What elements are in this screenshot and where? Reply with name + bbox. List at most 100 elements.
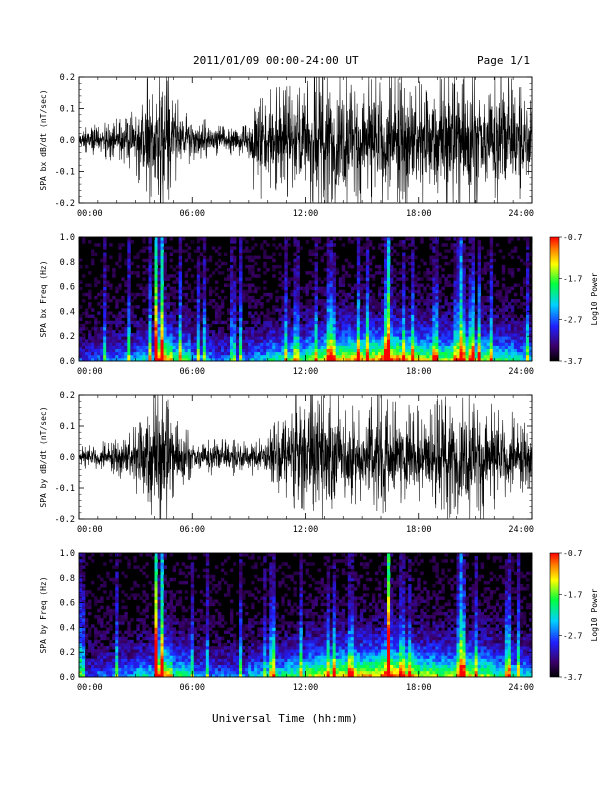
spectrogram-cell bbox=[399, 333, 403, 337]
spectrogram-cell bbox=[115, 611, 119, 616]
spectrogram-cell bbox=[190, 330, 195, 334]
spectrogram-cell bbox=[483, 345, 488, 349]
spectrogram-cell bbox=[217, 317, 222, 322]
spectrogram-cell bbox=[384, 345, 388, 349]
spectrogram-cell bbox=[471, 255, 476, 260]
spectrogram-cell bbox=[365, 330, 370, 334]
spectrogram-cell bbox=[426, 342, 430, 346]
spectrogram-cell bbox=[293, 277, 297, 281]
spectrogram-cell bbox=[393, 295, 397, 300]
spectrogram-cell bbox=[230, 299, 234, 303]
spectrogram-cell bbox=[495, 311, 500, 315]
spectrogram-cell bbox=[118, 320, 122, 325]
spectrogram-cell bbox=[130, 652, 134, 656]
spectrogram-cell bbox=[519, 333, 524, 337]
spectrogram-cell bbox=[136, 333, 140, 337]
spectrogram-cell bbox=[501, 308, 506, 312]
spectrogram-cell bbox=[438, 305, 442, 309]
spectrogram-cell bbox=[172, 302, 177, 306]
spectrogram-cell bbox=[230, 311, 234, 315]
spectrogram-cell bbox=[115, 636, 119, 641]
spectrogram-cell bbox=[387, 323, 391, 328]
spectrogram-cell bbox=[118, 286, 122, 291]
spectrogram-cell bbox=[130, 587, 134, 591]
spectrogram-cell bbox=[211, 246, 216, 250]
spectrogram-cell bbox=[365, 314, 370, 318]
spectrogram-cell bbox=[196, 305, 201, 309]
spectrogram-cell bbox=[492, 330, 497, 334]
spectrogram-cell bbox=[522, 326, 527, 331]
spectrogram-cell bbox=[109, 299, 113, 303]
spectrogram-cell bbox=[233, 305, 237, 309]
spectrogram-cell bbox=[127, 286, 131, 291]
spectrogram-cell bbox=[480, 277, 485, 281]
spectrogram-cell bbox=[456, 240, 460, 244]
spectrogram-cell bbox=[239, 317, 243, 322]
spectrogram-cell bbox=[332, 323, 337, 328]
spectrogram-cell bbox=[136, 652, 140, 656]
spectrogram-cell bbox=[474, 333, 479, 337]
spectrogram-cell bbox=[501, 354, 506, 359]
spectrogram-cell bbox=[320, 308, 325, 312]
spectrogram-cell bbox=[480, 326, 485, 331]
spectrogram-cell bbox=[414, 342, 418, 346]
spectrogram-cell bbox=[245, 351, 249, 356]
spectrogram-cell bbox=[293, 317, 297, 322]
spectrogram-cell bbox=[426, 320, 430, 325]
spectrogram-cell bbox=[489, 354, 494, 359]
spectrogram-cell bbox=[172, 320, 177, 325]
spectrogram-cell bbox=[408, 357, 412, 362]
spectrogram-cell bbox=[293, 264, 297, 269]
spectrogram-cell bbox=[223, 336, 228, 340]
spectrogram-cell bbox=[190, 336, 195, 340]
spectrogram-cell bbox=[381, 292, 385, 297]
spectrogram-cell bbox=[82, 333, 86, 337]
spectrogram-cell bbox=[477, 348, 482, 353]
spectrogram-cell bbox=[121, 661, 125, 665]
spectrogram-cell bbox=[459, 240, 463, 244]
spectrogram-cell bbox=[344, 339, 349, 343]
spectrogram-cell bbox=[100, 621, 104, 625]
spectrogram-cell bbox=[320, 302, 325, 306]
spectrogram-cell bbox=[88, 351, 92, 356]
spectrogram-cell bbox=[109, 608, 113, 613]
spectrogram-cell bbox=[127, 354, 131, 359]
spectrogram-cell bbox=[477, 323, 482, 328]
spectrogram-cell bbox=[465, 252, 469, 256]
spectrogram-cell bbox=[251, 330, 255, 334]
spectrogram-cell bbox=[390, 289, 394, 294]
spectrogram-cell bbox=[121, 330, 125, 334]
spectrogram-cell bbox=[145, 286, 149, 291]
spectrogram-cell bbox=[127, 336, 131, 340]
spectrogram-cell bbox=[462, 246, 466, 250]
spectrogram-cell bbox=[169, 348, 174, 353]
spectrogram-cell bbox=[329, 249, 334, 253]
spectrogram-cell bbox=[266, 255, 270, 260]
spectrogram-cell bbox=[344, 348, 349, 353]
spectrogram-cell bbox=[118, 311, 122, 315]
spectrogram-cell bbox=[456, 277, 460, 281]
spectrogram-cell bbox=[296, 326, 300, 331]
spectrogram-cell bbox=[402, 295, 406, 300]
spectrogram-cell bbox=[450, 302, 454, 306]
spectrogram-cell bbox=[408, 326, 412, 331]
spectrogram-cell bbox=[347, 348, 352, 353]
spectrogram-cell bbox=[390, 308, 394, 312]
spectrogram-cell bbox=[459, 261, 463, 266]
spectrogram-cell bbox=[79, 596, 83, 600]
spectrogram-cell bbox=[82, 627, 86, 631]
spectrogram-cell bbox=[130, 661, 134, 665]
spectrogram-cell bbox=[118, 670, 122, 675]
spectrogram-cell bbox=[381, 357, 385, 362]
spectrogram-cell bbox=[184, 345, 189, 349]
spectrogram-cell bbox=[498, 336, 503, 340]
spectrogram-cell bbox=[217, 246, 222, 250]
spectrogram-cell bbox=[329, 333, 334, 337]
spectrogram-cell bbox=[492, 345, 497, 349]
spectrogram-cell bbox=[257, 274, 261, 278]
spectrogram-cell bbox=[450, 345, 454, 349]
spectrogram-cell bbox=[528, 348, 533, 353]
spectrogram-cell bbox=[97, 621, 101, 625]
spectrogram-cell bbox=[109, 339, 113, 343]
spectrogram-cell bbox=[350, 351, 355, 356]
